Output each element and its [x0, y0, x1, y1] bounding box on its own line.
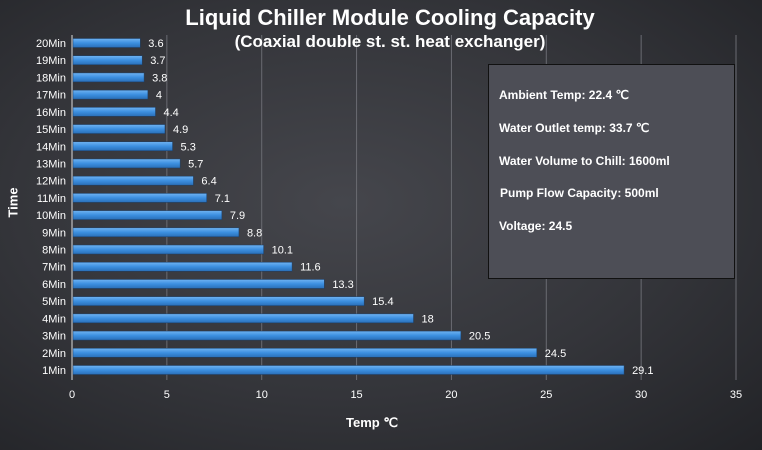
data-label: 10.1 — [272, 245, 293, 257]
y-tick-label: 19Min — [36, 55, 66, 67]
y-tick-label: 4Min — [42, 313, 66, 325]
data-label: 4.4 — [163, 107, 178, 119]
y-tick-label: 17Min — [36, 90, 66, 102]
data-label: 24.5 — [545, 348, 566, 360]
chart-title: Liquid Chiller Module Cooling Capacity — [185, 5, 595, 30]
bar — [72, 365, 625, 375]
bar — [72, 72, 145, 83]
y-tick-label: 9Min — [42, 227, 66, 239]
y-tick-label: 15Min — [36, 124, 66, 136]
y-tick-label: 18Min — [36, 72, 66, 84]
data-label: 3.6 — [148, 38, 163, 50]
data-label: 13.3 — [332, 279, 353, 291]
x-tick-label: 10 — [256, 389, 268, 401]
data-label: 20.5 — [469, 331, 490, 343]
data-label: 7.9 — [230, 210, 245, 222]
y-tick-label: 13Min — [36, 158, 66, 170]
data-label: 8.8 — [247, 227, 262, 239]
bar — [72, 175, 194, 186]
x-tick-label: 30 — [635, 389, 647, 401]
y-tick-label: 1Min — [42, 365, 66, 377]
x-tick-label: 25 — [540, 389, 552, 401]
info-water-volume: Water Volume to Chill: 1600ml — [499, 154, 670, 168]
y-tick-label: 7Min — [42, 262, 66, 274]
chart-subtitle: (Coaxial double st. st. heat exchanger) — [234, 32, 546, 51]
x-tick-label: 0 — [69, 389, 75, 401]
bar — [72, 210, 223, 220]
bar — [72, 141, 173, 152]
data-label: 5.3 — [181, 141, 196, 153]
data-label: 4 — [156, 90, 162, 102]
y-tick-label: 11Min — [37, 193, 66, 205]
y-tick-label: 3Min — [42, 331, 66, 343]
y-tick-label: 10Min — [36, 210, 66, 222]
bar — [72, 279, 325, 289]
data-label: 5.7 — [188, 158, 203, 170]
data-label: 4.9 — [173, 124, 188, 136]
y-axis-label: Time — [5, 187, 21, 218]
x-tick-label: 15 — [350, 389, 362, 401]
x-tick-label: 5 — [164, 389, 170, 401]
bar — [72, 313, 414, 324]
x-tick-label: 35 — [730, 389, 742, 401]
data-label: 29.1 — [632, 365, 653, 377]
y-tick-label: 2Min — [42, 348, 66, 360]
info-box: Ambient Temp: 22.4 ℃ Water Outlet temp: … — [488, 64, 735, 279]
bar — [72, 38, 141, 48]
data-label: 6.4 — [201, 176, 216, 188]
bar — [72, 193, 207, 203]
data-label: 7.1 — [215, 193, 230, 205]
bar — [72, 330, 462, 341]
bar — [72, 89, 149, 100]
bar — [72, 261, 293, 272]
bar — [72, 158, 181, 169]
data-label: 15.4 — [372, 296, 393, 308]
info-pump-flow: Pump Flow Capacity: 500ml — [500, 186, 659, 200]
bar — [72, 244, 264, 255]
x-axis-label: Temp ℃ — [346, 415, 398, 430]
y-tick-label: 6Min — [42, 279, 66, 291]
bar — [72, 227, 240, 238]
y-tick-label: 5Min — [42, 296, 66, 308]
bar — [72, 55, 143, 65]
bar — [72, 107, 156, 117]
data-label: 11.6 — [300, 262, 321, 274]
info-water-outlet-temp: Water Outlet temp: 33.7 ℃ — [499, 121, 650, 135]
bar — [72, 296, 365, 306]
info-voltage: Voltage: 24.5 — [499, 219, 573, 233]
data-label: 18 — [421, 313, 433, 325]
data-label: 3.7 — [150, 55, 165, 67]
x-tick-label: 20 — [445, 389, 457, 401]
bar — [72, 124, 166, 134]
y-tick-label: 8Min — [42, 245, 66, 257]
bar — [72, 348, 538, 358]
y-tick-label: 12Min — [36, 176, 66, 188]
y-tick-label: 16Min — [36, 107, 66, 119]
data-label: 3.8 — [152, 72, 167, 84]
y-tick-label: 14Min — [36, 141, 66, 153]
info-ambient-temp: Ambient Temp: 22.4 ℃ — [499, 88, 629, 102]
y-tick-label: 20Min — [36, 38, 66, 50]
